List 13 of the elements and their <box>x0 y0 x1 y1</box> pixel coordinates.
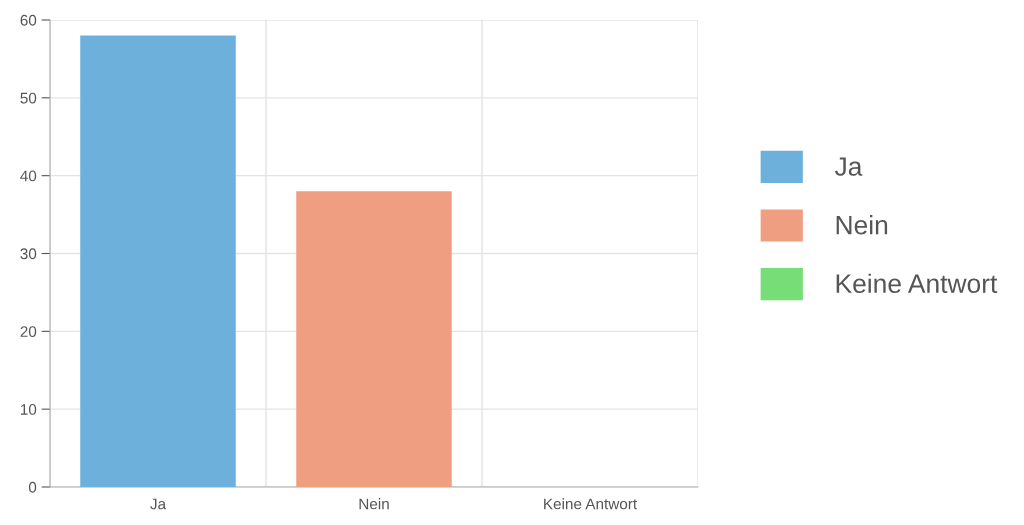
y-tick-label: 10 <box>20 404 37 415</box>
x-tick-label: Ja <box>150 498 167 510</box>
y-tick-label: 20 <box>20 326 37 338</box>
y-tick-label: 40 <box>20 170 37 182</box>
x-tick-label: Nein <box>359 498 389 510</box>
legend-label: Nein <box>836 215 888 235</box>
legend-label: Ja <box>834 157 863 176</box>
legend-label: Keine Antwort <box>836 273 998 294</box>
y-tick-label: 30 <box>20 248 37 260</box>
y-tick-label: 60 <box>20 14 37 26</box>
x-tick-label: Keine Antwort <box>544 498 638 510</box>
y-tick-label: 0 <box>28 481 37 493</box>
y-tick-label: 50 <box>20 92 37 104</box>
